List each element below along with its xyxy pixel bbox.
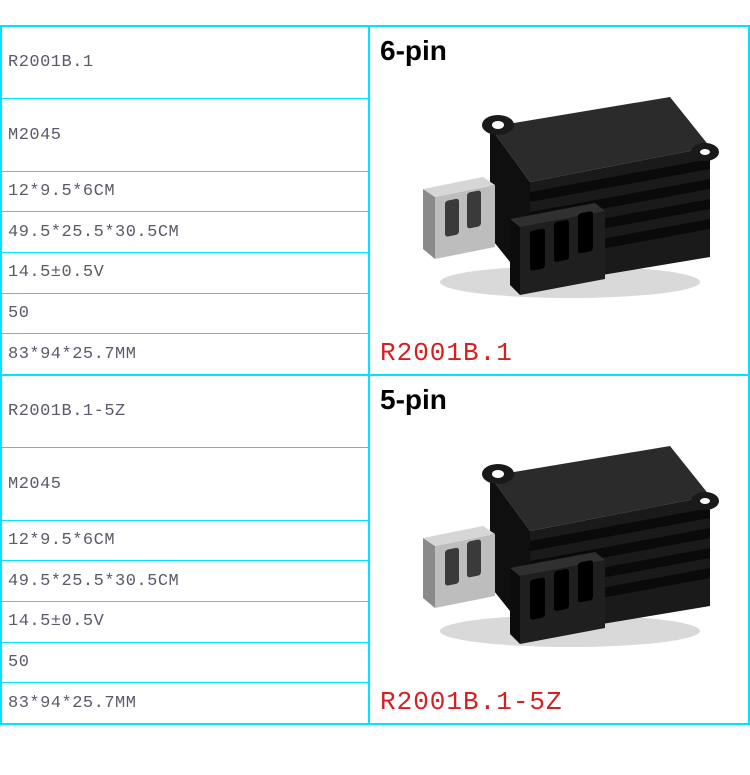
spec-column-2: R2001B.1-5Z M2045 12*9.5*6CM 49.5*25.5*3…: [2, 376, 370, 723]
spec-box-cm: 49.5*25.5*30.5CM: [2, 212, 368, 253]
spec-size-cm: 12*9.5*6CM: [2, 521, 368, 562]
spec-table-container: R2001B.1 M2045 12*9.5*6CM 49.5*25.5*30.5…: [0, 25, 750, 725]
regulator-icon: [390, 67, 730, 317]
spec-voltage: 14.5±0.5V: [2, 602, 368, 643]
spec-size-cm: 12*9.5*6CM: [2, 172, 368, 213]
spec-size-mm: 83*94*25.7MM: [2, 334, 368, 374]
spec-size-mm: 83*94*25.7MM: [2, 683, 368, 723]
pin-label-2: 5-pin: [380, 384, 447, 416]
spec-model: R2001B.1: [2, 27, 368, 99]
image-column-1: 6-pin: [370, 27, 748, 374]
spec-voltage: 14.5±0.5V: [2, 253, 368, 294]
image-column-2: 5-pin: [370, 376, 748, 723]
regulator-icon: [390, 416, 730, 666]
product-row-2: R2001B.1-5Z M2045 12*9.5*6CM 49.5*25.5*3…: [2, 376, 748, 723]
part-label-2: R2001B.1-5Z: [380, 687, 563, 717]
spec-model: R2001B.1-5Z: [2, 376, 368, 448]
product-row-1: R2001B.1 M2045 12*9.5*6CM 49.5*25.5*30.5…: [2, 27, 748, 376]
spec-qty: 50: [2, 643, 368, 684]
spec-box-cm: 49.5*25.5*30.5CM: [2, 561, 368, 602]
spec-code: M2045: [2, 448, 368, 520]
spec-code: M2045: [2, 99, 368, 171]
part-label-1: R2001B.1: [380, 338, 513, 368]
spec-qty: 50: [2, 294, 368, 335]
pin-label-1: 6-pin: [380, 35, 447, 67]
spec-column-1: R2001B.1 M2045 12*9.5*6CM 49.5*25.5*30.5…: [2, 27, 370, 374]
